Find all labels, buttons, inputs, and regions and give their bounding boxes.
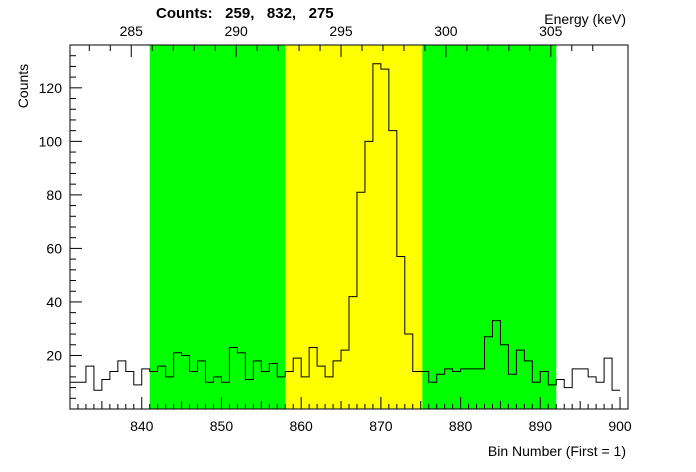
region-background-right [422, 45, 557, 409]
x-tick-label: 870 [369, 418, 393, 434]
histogram-line [70, 63, 621, 391]
counts-value-peak: 832, [266, 5, 297, 22]
x-axis-title: Bin Number (First = 1) [488, 443, 626, 459]
counts-summary: Counts: 259, 832, 275 [156, 5, 334, 22]
y-axis-title: Counts [15, 63, 31, 109]
x-tick-label: 850 [210, 418, 234, 434]
y-tick-label: 20 [46, 347, 62, 363]
top-tick-label: 295 [329, 23, 353, 39]
y-tick-label: 80 [46, 187, 62, 203]
y-tick-label: 40 [46, 294, 62, 310]
x-tick-label: 840 [130, 418, 154, 434]
top-tick-label: 305 [539, 23, 563, 39]
counts-value-left: 259, [225, 5, 255, 22]
x-tick-label: 860 [289, 418, 313, 434]
region-peak [285, 45, 423, 409]
y-tick-label: 100 [39, 133, 63, 149]
x-tick-label: 900 [608, 418, 632, 434]
y-tick-label: 60 [46, 240, 62, 256]
top-tick-label: 300 [434, 23, 458, 39]
region-background-left [149, 45, 286, 409]
top-tick-label: 290 [224, 23, 248, 39]
region-bands [149, 45, 557, 409]
top-tick-label: 285 [120, 23, 144, 39]
x-tick-label: 880 [449, 418, 473, 434]
top-axis-title: Energy (keV) [544, 11, 626, 27]
y-tick-label: 120 [39, 80, 63, 96]
x-tick-label: 890 [529, 418, 553, 434]
axis-tick-labels: 840 850 860 870 880 890 900 20 40 60 80 100 120 285 29… [39, 23, 632, 434]
counts-label: Counts: [156, 5, 213, 22]
counts-value-right: 275 [308, 5, 334, 22]
axis-ticks [69, 44, 629, 410]
